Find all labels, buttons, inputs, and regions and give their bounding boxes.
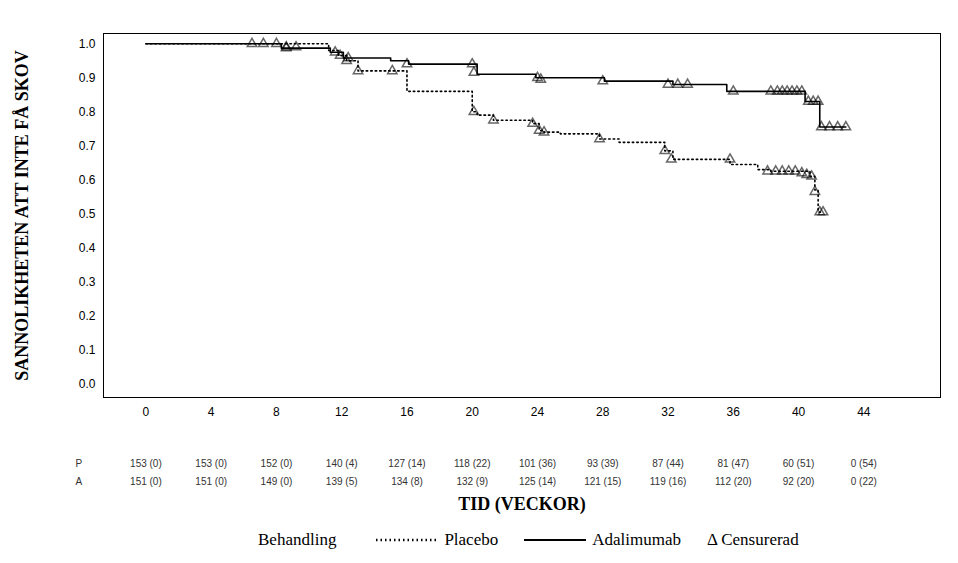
svg-text:0.5: 0.5: [79, 207, 96, 221]
svg-text:TID (VECKOR): TID (VECKOR): [458, 494, 586, 515]
svg-text:0.4: 0.4: [79, 241, 96, 255]
svg-text:92 (20): 92 (20): [783, 476, 815, 487]
svg-text:SANNOLIKHETEN ATT INTE FÅ SKOV: SANNOLIKHETEN ATT INTE FÅ SKOV: [12, 50, 32, 380]
svg-text:153 (0): 153 (0): [130, 458, 162, 469]
svg-text:8: 8: [273, 405, 280, 419]
svg-text:0 (54): 0 (54): [851, 458, 877, 469]
svg-text:152 (0): 152 (0): [261, 458, 293, 469]
svg-text:0: 0: [143, 405, 150, 419]
svg-text:87 (44): 87 (44): [652, 458, 684, 469]
svg-text:93 (39): 93 (39): [587, 458, 619, 469]
svg-text:0.0: 0.0: [79, 377, 96, 391]
svg-text:0.8: 0.8: [79, 105, 96, 119]
html-text:Adalimumab: Adalimumab: [592, 530, 681, 549]
svg-text:132 (9): 132 (9): [456, 476, 488, 487]
svg-text:0.3: 0.3: [79, 275, 96, 289]
svg-text:151 (0): 151 (0): [130, 476, 162, 487]
svg-text:139 (5): 139 (5): [326, 476, 358, 487]
svg-text:0.7: 0.7: [79, 139, 96, 153]
svg-text:127 (14): 127 (14): [388, 458, 425, 469]
svg-text:P: P: [76, 458, 83, 469]
svg-text:125 (14): 125 (14): [519, 476, 556, 487]
svg-text:4: 4: [208, 405, 215, 419]
svg-text:60 (51): 60 (51): [783, 458, 815, 469]
svg-text:149 (0): 149 (0): [261, 476, 293, 487]
svg-text:153 (0): 153 (0): [195, 458, 227, 469]
html-text:Behandling: Behandling: [258, 530, 337, 549]
svg-text:119 (16): 119 (16): [650, 476, 687, 487]
svg-text:121 (15): 121 (15): [584, 476, 621, 487]
svg-text:40: 40: [792, 405, 806, 419]
svg-text:140 (4): 140 (4): [326, 458, 358, 469]
svg-text:0.9: 0.9: [79, 71, 96, 85]
svg-text:134 (8): 134 (8): [391, 476, 423, 487]
svg-text:0.2: 0.2: [79, 309, 96, 323]
svg-text:16: 16: [400, 405, 414, 419]
svg-text:44: 44: [857, 405, 871, 419]
svg-text:81 (47): 81 (47): [717, 458, 749, 469]
html-text:Δ Censurerad: Δ Censurerad: [707, 530, 799, 549]
svg-text:28: 28: [596, 405, 610, 419]
svg-text:118 (22): 118 (22): [454, 458, 491, 469]
svg-text:20: 20: [466, 405, 480, 419]
svg-text:0.6: 0.6: [79, 173, 96, 187]
svg-text:151 (0): 151 (0): [195, 476, 227, 487]
svg-text:1.0: 1.0: [79, 37, 96, 51]
svg-text:101 (36): 101 (36): [519, 458, 556, 469]
svg-text:32: 32: [661, 405, 675, 419]
svg-text:A: A: [76, 476, 83, 487]
svg-text:36: 36: [727, 405, 741, 419]
svg-text:0.1: 0.1: [79, 343, 96, 357]
svg-text:24: 24: [531, 405, 545, 419]
html-text:Placebo: Placebo: [444, 530, 499, 549]
svg-text:12: 12: [335, 405, 349, 419]
svg-text:112 (20): 112 (20): [715, 476, 752, 487]
svg-text:0 (22): 0 (22): [851, 476, 877, 487]
